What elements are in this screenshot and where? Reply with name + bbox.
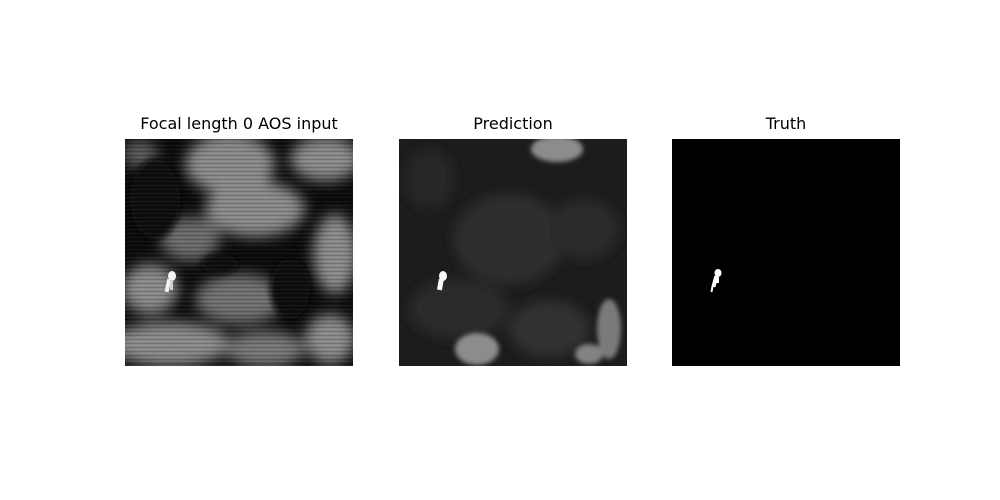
- prediction-image: [399, 139, 627, 366]
- panel-title-aos-input: Focal length 0 AOS input: [140, 114, 338, 133]
- person-signature: [164, 271, 176, 293]
- ground-truth-image-svg: [672, 139, 900, 366]
- aos-input-image: [125, 139, 353, 366]
- ground-truth-image: [672, 139, 900, 366]
- panel-title-prediction: Prediction: [473, 114, 553, 133]
- person-signature: [436, 271, 447, 291]
- prediction-image-svg: [399, 139, 627, 366]
- person-mask: [710, 269, 722, 293]
- panel-title-truth: Truth: [765, 114, 807, 133]
- aos-input-image-svg: [125, 139, 353, 366]
